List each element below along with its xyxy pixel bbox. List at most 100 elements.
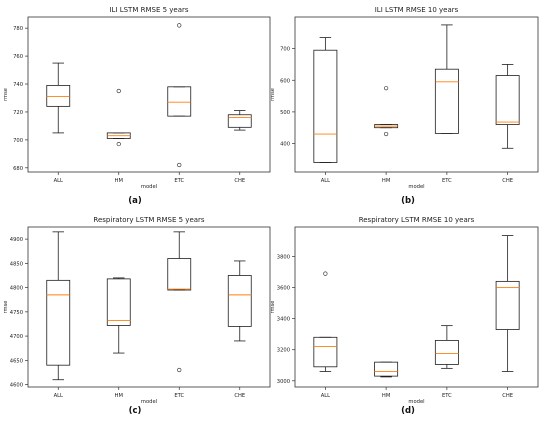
chart-panel-4: Respiratory LSTM RMSE 10 years 3000 3200 34… bbox=[270, 216, 539, 416]
x-tick-label: ALL bbox=[54, 393, 63, 399]
box-iqr bbox=[495, 280, 520, 330]
outlier-point bbox=[116, 88, 121, 94]
box-hm bbox=[374, 86, 399, 137]
x-tick-label: ETC bbox=[174, 178, 184, 184]
x-axis-label: model bbox=[141, 399, 157, 405]
y-tick-label: 4650 bbox=[10, 358, 23, 364]
x-tick-label: ETC bbox=[442, 393, 452, 399]
panel-caption: (c) bbox=[129, 406, 142, 416]
x-tick-label: ETC bbox=[174, 393, 184, 399]
box-che bbox=[227, 260, 252, 342]
x-axis-label: model bbox=[141, 184, 157, 190]
panel-caption: (a) bbox=[128, 196, 142, 206]
y-tick-label: 3600 bbox=[277, 286, 290, 292]
outlier-point bbox=[177, 162, 182, 168]
x-tick-label: HM bbox=[382, 393, 390, 399]
box-iqr bbox=[434, 339, 459, 365]
box-iqr bbox=[374, 361, 399, 377]
box-iqr bbox=[46, 85, 71, 107]
x-tick-label: CHE bbox=[234, 393, 245, 399]
box-etc bbox=[167, 23, 192, 168]
y-tick-label: 780 bbox=[13, 26, 23, 32]
box-iqr bbox=[167, 258, 192, 291]
chart-panel-2: ILI LSTM RMSE 10 years 400 500 600 700 rmse AL… bbox=[270, 6, 539, 206]
x-tick-label: ALL bbox=[54, 178, 63, 184]
box-iqr bbox=[167, 86, 192, 117]
outlier-point bbox=[177, 367, 182, 373]
chart-title: Respiratory LSTM RMSE 5 years bbox=[93, 216, 205, 224]
y-tick-label: 4850 bbox=[10, 261, 23, 267]
y-tick-label: 700 bbox=[13, 138, 23, 144]
y-axis-label: rmse bbox=[3, 301, 9, 314]
box-iqr bbox=[227, 114, 252, 128]
y-tick-label: 760 bbox=[13, 54, 23, 60]
box-etc bbox=[434, 24, 459, 134]
box-all bbox=[313, 37, 338, 163]
x-tick-label: CHE bbox=[234, 178, 245, 184]
box-iqr bbox=[227, 275, 252, 327]
box-iqr bbox=[46, 279, 71, 366]
y-tick-label: 3000 bbox=[277, 379, 290, 385]
box-iqr bbox=[434, 68, 459, 134]
box-iqr bbox=[106, 278, 131, 326]
x-axis-label: model bbox=[408, 399, 424, 405]
chart-title: Respiratory LSTM RMSE 10 years bbox=[359, 216, 475, 224]
y-tick-label: 600 bbox=[280, 78, 290, 84]
y-tick-label: 720 bbox=[13, 110, 23, 116]
x-tick-label: CHE bbox=[502, 393, 513, 399]
box-all bbox=[313, 271, 338, 372]
panel-caption: (d) bbox=[401, 406, 415, 416]
panel-caption: (b) bbox=[401, 196, 415, 206]
chart-panel-3: Respiratory LSTM RMSE 5 years 4600 4650 470… bbox=[3, 216, 271, 416]
chart-panel-1: ILI LSTM RMSE 5 years 680 700 720 740 760 780 r… bbox=[3, 6, 271, 206]
y-tick-label: 3200 bbox=[277, 348, 290, 354]
box-che bbox=[495, 235, 520, 372]
box-che bbox=[495, 64, 520, 149]
chart-title: ILI LSTM RMSE 5 years bbox=[109, 6, 188, 14]
y-tick-label: 400 bbox=[280, 142, 290, 148]
axes-frame bbox=[27, 16, 271, 173]
box-hm bbox=[106, 88, 131, 147]
outlier-point bbox=[323, 271, 328, 276]
x-axis-label: model bbox=[408, 184, 424, 190]
y-tick-label: 3800 bbox=[277, 255, 290, 261]
y-tick-label: 700 bbox=[280, 47, 290, 53]
y-tick-label: 740 bbox=[13, 82, 23, 88]
axes-frame bbox=[294, 226, 539, 388]
box-hm bbox=[106, 277, 131, 354]
axes-frame bbox=[294, 16, 539, 173]
outlier-point bbox=[384, 131, 389, 137]
box-all bbox=[46, 231, 71, 381]
y-tick-label: 4700 bbox=[10, 334, 23, 340]
x-tick-label: ALL bbox=[321, 393, 330, 399]
y-tick-label: 4900 bbox=[10, 237, 23, 243]
y-axis-label: rmse bbox=[270, 88, 276, 101]
x-tick-label: HM bbox=[115, 178, 123, 184]
box-iqr bbox=[313, 336, 338, 368]
y-tick-label: 4600 bbox=[10, 383, 23, 389]
x-tick-label: HM bbox=[115, 393, 123, 399]
x-tick-label: HM bbox=[382, 178, 390, 184]
box-iqr bbox=[495, 75, 520, 125]
x-tick-label: CHE bbox=[502, 178, 513, 184]
y-axis-label: rmse bbox=[3, 88, 9, 101]
box-all bbox=[46, 62, 71, 134]
box-iqr bbox=[313, 49, 338, 163]
box-hm bbox=[374, 361, 399, 378]
y-tick-label: 3400 bbox=[277, 317, 290, 323]
x-tick-label: ETC bbox=[442, 178, 452, 184]
outlier-point bbox=[177, 23, 182, 28]
y-tick-label: 4800 bbox=[10, 286, 23, 292]
box-etc bbox=[434, 325, 459, 369]
chart-title: ILI LSTM RMSE 10 years bbox=[375, 6, 459, 14]
y-tick-label: 4750 bbox=[10, 310, 23, 316]
axes-frame bbox=[27, 226, 271, 388]
x-tick-label: ALL bbox=[321, 178, 330, 184]
outlier-point bbox=[116, 141, 121, 147]
y-tick-label: 500 bbox=[280, 110, 290, 116]
outlier-point bbox=[384, 86, 389, 91]
y-axis-label: rmse bbox=[270, 301, 276, 314]
box-etc bbox=[167, 231, 192, 373]
